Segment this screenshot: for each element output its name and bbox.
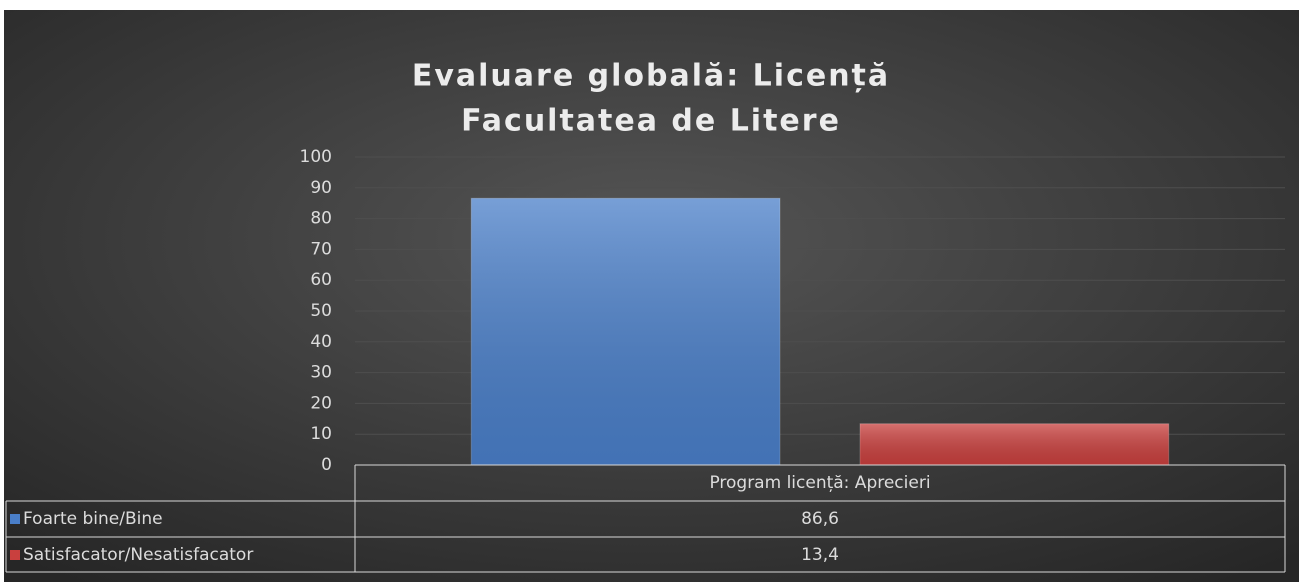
x-tick-label: Program licență: Aprecieri [709, 473, 930, 493]
chart-title: Facultatea de Litere [461, 104, 841, 139]
legend-label: Satisfacator/Nesatisfacator [23, 545, 253, 565]
bar-shine [859, 423, 1169, 465]
data-label: 13,4 [801, 545, 839, 565]
y-tick-label: 90 [310, 178, 332, 198]
chart-title: Evaluare globală: Licență [412, 59, 890, 94]
y-tick-label: 100 [300, 147, 332, 167]
legend-key [10, 550, 20, 560]
bar-shine [471, 198, 781, 465]
legend-label: Foarte bine/Bine [23, 509, 163, 529]
y-tick-label: 10 [310, 424, 332, 444]
y-tick-label: 30 [310, 363, 332, 383]
y-tick-label: 60 [310, 270, 332, 290]
y-tick-label: 40 [310, 332, 332, 352]
y-tick-label: 50 [310, 301, 332, 321]
y-tick-label: 70 [310, 239, 332, 259]
y-tick-label: 80 [310, 209, 332, 229]
data-label: 86,6 [801, 509, 839, 529]
y-tick-label: 20 [310, 393, 332, 413]
y-tick-label: 0 [321, 455, 332, 475]
legend-key [10, 514, 20, 524]
